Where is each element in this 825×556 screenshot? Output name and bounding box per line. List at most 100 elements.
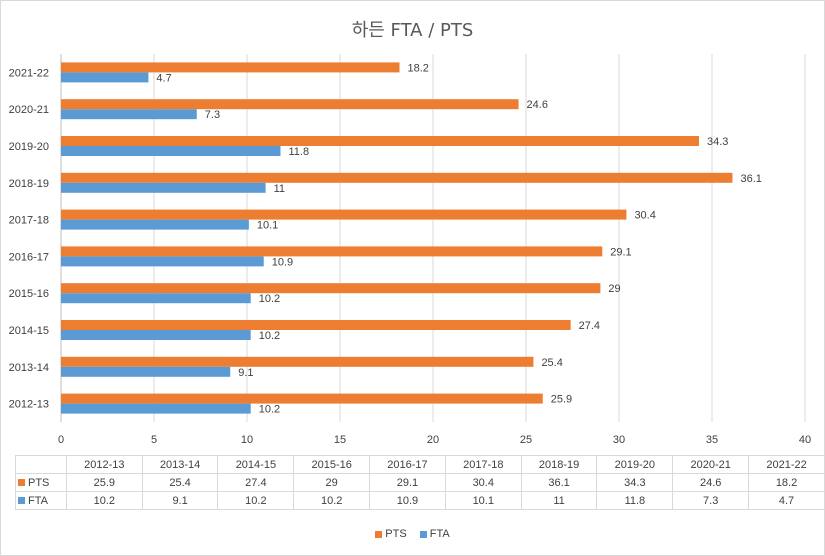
y-tick-label: 2017-18 [9,215,49,227]
data-table-header-cell: 2016-17 [369,455,446,474]
data-label-fta: 7.3 [205,109,220,121]
data-label-fta: 10.2 [259,330,280,342]
legend-label-fta: FTA [429,528,450,540]
chart-title: 하든 FTA / PTS [351,20,474,41]
bar-fta [61,72,149,83]
data-label-pts: 29 [608,283,620,295]
data-table-cell: 9.1 [141,491,219,510]
x-tick-label: 20 [427,434,439,446]
bar-pts [61,356,534,367]
data-table-cell: 36.1 [520,473,598,492]
data-label-pts: 18.2 [408,62,429,74]
data-table-cell: 29.1 [369,473,446,492]
data-label-fta: 10.1 [257,220,278,232]
data-label-fta: 10.9 [272,256,293,268]
data-table-cell: 10.2 [65,491,143,510]
data-table-corner [15,455,67,474]
data-table-header-cell: 2014-15 [217,455,295,474]
data-table-header-row: 2012-13 2013-14 2014-15 2015-16 2016-17 2017-… [15,455,825,474]
data-table-header-cell: 2013-14 [141,455,219,474]
data-table-cell: 10.2 [217,491,295,510]
legend-item-fta: FTA [419,528,450,540]
data-table-series-label: FTA [15,491,67,510]
data-table-legend-key [18,479,25,487]
bar-fta [61,293,251,304]
data-table-cell: 11.8 [596,491,674,510]
x-tick-label: 10 [241,434,253,446]
bar-fta [61,256,264,267]
data-table-series-name: PTS [28,476,50,489]
data-table-header-cell: 2012-13 [65,455,143,474]
y-tick-label: 2018-19 [9,178,49,190]
x-tick-label: 30 [613,434,625,446]
bar-pts [61,136,699,146]
data-table-legend-key [18,497,25,505]
data-label-fta: 11 [274,183,285,195]
y-tick-label: 2015-16 [9,288,49,300]
bar-fta [61,146,281,156]
x-tick-label: 25 [520,434,532,446]
data-table-series-name: FTA [28,494,48,507]
bar-fta [61,109,197,120]
bar-pts [61,393,543,404]
data-table-cell: 10.2 [293,491,371,510]
data-table-header-cell: 2020-21 [672,455,750,474]
data-table-cell: 7.3 [672,491,750,510]
legend-key-pts [375,530,383,538]
data-table-cell: 25.4 [141,473,219,492]
bar-fta [61,182,266,193]
data-label-pts: 30.4 [634,210,655,222]
data-table-header-cell: 2019-20 [596,455,674,474]
data-table-cell: 10.9 [369,491,446,510]
x-tick-label: 15 [334,434,346,446]
legend-key-fta [419,530,427,538]
data-table-cell: 18.2 [748,473,825,492]
bar-pts [61,99,519,110]
bar-pts [61,246,603,257]
data-table-cell: 27.4 [217,473,295,492]
data-table-header-cell: 2021-22 [748,455,825,474]
bar-pts [61,283,601,294]
legend-item-pts: PTS [375,528,407,540]
data-table: 2012-13 2013-14 2014-15 2015-16 2016-17 2017-… [15,455,825,510]
data-table-header-cell: 2017-18 [444,455,522,474]
data-label-fta: 10.2 [259,404,280,416]
x-tick-label: 35 [706,434,718,446]
x-tick-label: 5 [151,434,157,446]
y-tick-label: 2020-21 [9,104,49,116]
data-label-fta: 9.1 [238,367,253,379]
y-tick-label: 2016-17 [9,251,49,263]
data-table-cell: 34.3 [596,473,674,492]
x-tick-label: 40 [799,434,811,446]
legend: PTS FTA [0,528,825,540]
data-table-cell: 11 [520,491,598,510]
legend-label-pts: PTS [385,528,407,540]
y-tick-label: 2013-14 [9,362,49,374]
data-label-pts: 29.1 [610,246,631,258]
data-label-pts: 25.4 [541,357,562,369]
data-table-header-cell: 2015-16 [293,455,371,474]
y-tick-label: 2012-13 [9,399,49,411]
bar-pts [61,62,400,73]
data-table-row-fta: FTA 10.2 9.1 10.2 10.2 10.9 10.1 11 11.8 7.3 4.7 [15,491,825,510]
data-label-pts: 34.3 [707,136,728,148]
bar-pts [61,209,627,220]
data-table-cell: 24.6 [672,473,750,492]
data-table-row-pts: PTS 25.9 25.4 27.4 29 29.1 30.4 36.1 34.3 24.6 18.… [15,473,825,492]
y-tick-label: 2019-20 [9,141,49,153]
data-table-cell: 10.1 [444,491,522,510]
data-label-pts: 24.6 [527,99,548,111]
data-label-fta: 10.2 [259,293,280,305]
bar-pts [61,320,571,330]
data-table-cell: 25.9 [65,473,143,492]
data-table-cell: 4.7 [748,491,825,510]
bar-fta [61,366,231,377]
data-table-series-label: PTS [15,473,67,492]
y-tick-label: 2021-22 [9,67,49,79]
data-label-pts: 27.4 [579,320,600,332]
bar-fta [61,219,249,230]
bar-fta [61,330,251,340]
data-table-header-cell: 2018-19 [520,455,598,474]
data-label-fta: 11.8 [288,146,309,158]
